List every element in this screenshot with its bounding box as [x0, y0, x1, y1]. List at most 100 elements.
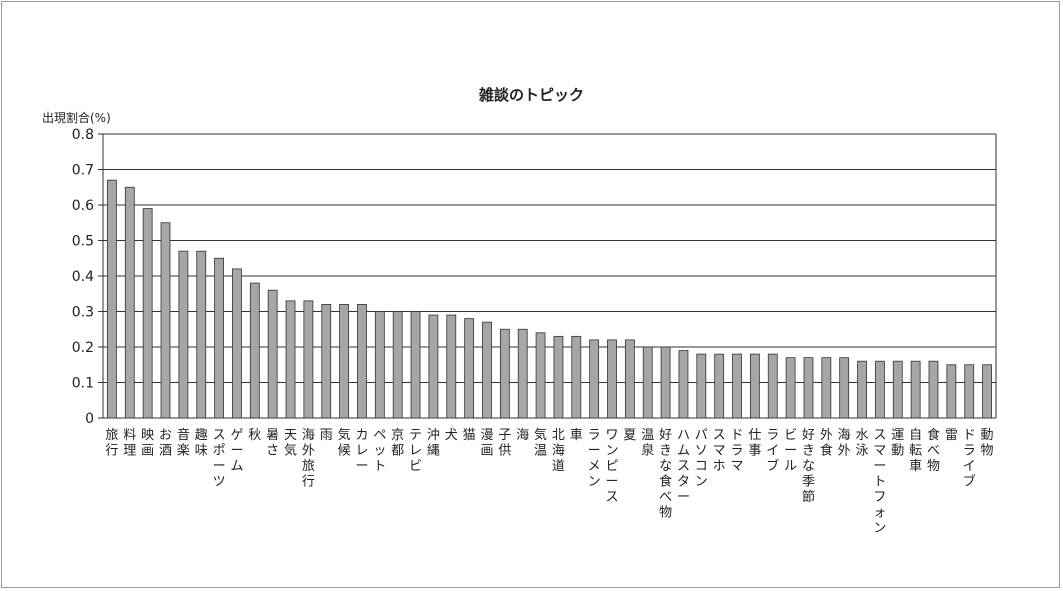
bar-43	[857, 360, 867, 419]
x-tick-label: 秋	[248, 428, 261, 443]
bar-16	[374, 311, 385, 419]
bar-36	[732, 353, 742, 419]
x-tick-label: ラーメン	[588, 428, 601, 490]
x-tick-label: ライブ	[766, 428, 779, 474]
x-tick-label: 動物	[981, 428, 994, 459]
x-tick-label: 沖縄	[427, 428, 440, 459]
x-tick-label: 海	[516, 428, 529, 443]
x-tick-label: 旅行	[105, 428, 118, 459]
x-tick-label: スマホ	[713, 428, 726, 474]
bar-26	[553, 335, 564, 419]
bar-35	[714, 353, 725, 419]
x-tick-label: ワンピース	[606, 428, 619, 505]
chart-title: 雑談のトピック	[478, 86, 584, 104]
y-tick-label: 0.1	[72, 376, 94, 392]
bar-42	[839, 357, 850, 419]
y-tick-label: 0.5	[72, 234, 94, 250]
x-tick-label: ペット	[373, 428, 386, 474]
bar-30	[624, 339, 635, 419]
bar-17	[392, 311, 403, 419]
bar-6	[196, 250, 207, 419]
bar-7	[214, 257, 224, 419]
y-tick-label: 0.6	[72, 198, 94, 214]
bar-21	[464, 318, 475, 419]
x-tick-label: 海外旅行	[302, 428, 315, 490]
bar-34	[696, 353, 707, 419]
bar-47	[928, 360, 939, 419]
bar-45	[892, 360, 903, 419]
bar-28	[589, 339, 600, 419]
x-tick-label: 外食	[820, 428, 833, 459]
x-tick-label: 雷	[945, 428, 958, 443]
bar-13	[321, 303, 332, 419]
bar-25	[535, 332, 546, 419]
x-tick-label: スポーツ	[213, 428, 226, 490]
bar-39	[785, 357, 796, 419]
x-tick-label: お酒	[159, 428, 172, 459]
x-tick-label: カレー	[355, 428, 368, 474]
bar-32	[660, 346, 671, 419]
x-tick-label: 子供	[498, 428, 511, 459]
x-tick-label: 食べ物	[927, 427, 940, 474]
bar-22	[482, 321, 492, 419]
y-tick-label: 0	[85, 411, 94, 427]
bar-41	[821, 357, 832, 419]
x-tick-label: 気温	[534, 427, 547, 459]
bar-3	[142, 208, 153, 419]
bar-9	[249, 282, 260, 419]
bar-29	[607, 339, 617, 419]
x-tick-label: 車	[570, 428, 583, 443]
bar-38	[767, 353, 778, 419]
bar-14	[339, 303, 350, 419]
x-tick-label: ゲーム	[230, 428, 243, 474]
bar-18	[410, 311, 421, 419]
x-tick-label: スマートフォン	[873, 428, 886, 536]
bar-1	[107, 179, 117, 419]
y-tick-label: 0.3	[72, 305, 94, 321]
x-tick-label: 気候	[338, 427, 351, 459]
bar-12	[303, 300, 314, 419]
bar-11	[285, 300, 296, 419]
x-tick-label: 猫	[463, 428, 476, 443]
bar-8	[232, 268, 242, 419]
bar-50	[982, 364, 992, 419]
bar-4	[160, 222, 171, 419]
bar-24	[517, 328, 528, 419]
bar-37	[749, 353, 760, 419]
bar-20	[446, 314, 457, 419]
bar-31	[642, 346, 653, 419]
x-tick-label: 料理	[123, 428, 136, 459]
y-tick-label: 0.4	[72, 269, 94, 285]
x-tick-label: 音楽	[177, 427, 190, 459]
x-tick-label: 映画	[141, 428, 154, 459]
bar-49	[964, 364, 975, 419]
x-tick-label: 夏	[623, 428, 636, 443]
x-tick-label: 京都	[391, 428, 404, 459]
y-tick-label: 0.2	[72, 340, 94, 356]
y-axis-label: 出現割合(%)	[42, 111, 111, 125]
x-tick-label: 仕事	[748, 428, 761, 459]
x-tick-label: 好きな食べ物	[659, 428, 672, 521]
x-tick-label: 北海道	[552, 428, 565, 474]
bar-40	[803, 357, 814, 419]
x-tick-label: 天気	[284, 428, 297, 459]
x-tick-label: パソコン	[695, 428, 708, 490]
y-tick-label: 0.8	[72, 127, 94, 143]
x-tick-label: ハムスター	[677, 428, 690, 505]
x-tick-label: ビール	[784, 428, 797, 474]
bar-15	[357, 303, 367, 419]
x-tick-label: 水泳	[856, 428, 869, 459]
bar-23	[499, 328, 510, 419]
x-tick-label: 趣味	[195, 428, 208, 459]
x-tick-label: テレビ	[409, 428, 422, 474]
bar-2	[124, 186, 135, 419]
x-tick-label: 海外	[838, 428, 851, 459]
x-tick-label: ドラマ	[731, 428, 744, 474]
bar-27	[571, 335, 582, 419]
x-tick-label: 温泉	[641, 428, 654, 459]
x-tick-label: 犬	[445, 428, 458, 443]
y-tick-label: 0.7	[72, 163, 94, 179]
bar-48	[946, 364, 957, 419]
